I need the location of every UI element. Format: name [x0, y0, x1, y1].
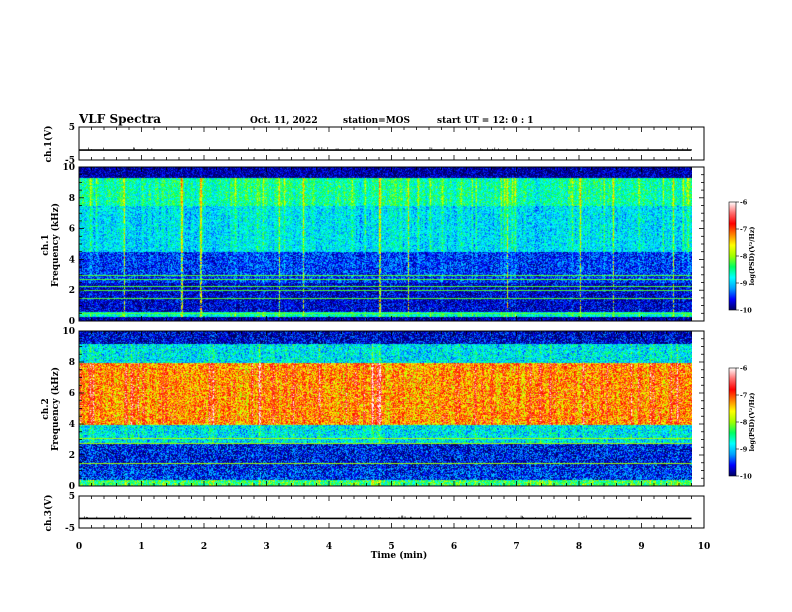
x-tick-label: 8	[576, 542, 582, 552]
colorbar-tick-label: -10	[740, 473, 752, 481]
ch1-spectrogram-panel: 0 2 4 6 8 10	[62, 163, 705, 327]
colorbar-tick-label: -7	[740, 392, 747, 400]
colorbar-tick-label: -8	[740, 253, 748, 261]
station-label: station=MOS	[343, 116, 410, 126]
ch2-spectrogram-ylabel-line1: ch.2	[41, 398, 51, 419]
x-tick-label: 3	[263, 542, 269, 552]
ch2-spectrogram-ylabel-line2: Frequency (kHz)	[50, 367, 61, 451]
ch1-spectrogram-ylabel-line2: Frequency (kHz)	[50, 203, 61, 287]
x-tick-label: 4	[326, 542, 332, 552]
spectrogram-image	[79, 331, 692, 486]
y-tick-label: -5	[65, 524, 75, 534]
colorbar-label: log(PSD)(V²/Hz)	[748, 227, 756, 286]
x-tick-label: 9	[638, 542, 644, 552]
y-tick-label: 2	[69, 451, 75, 461]
colorbar-gradient	[728, 201, 737, 311]
y-tick-label: 8	[69, 194, 75, 204]
x-tick-label: 2	[201, 542, 207, 552]
y-tick-label: 8	[69, 358, 75, 368]
x-tick-label: 5	[388, 542, 394, 552]
colorbar-tick-label: -8	[740, 419, 748, 427]
ch3-waveform-panel: 5 -5	[65, 492, 705, 534]
colorbar-tick-label: -7	[740, 226, 747, 234]
colorbar-gradient	[728, 367, 737, 477]
ch1-waveform-panel: 5 -5	[65, 123, 705, 166]
colorbar-tick-label: -6	[740, 365, 748, 373]
y-tick-label: 6	[69, 225, 75, 235]
ch1-colorbar: -6 -7 -8 -9 -10 log(PSD)(V²/Hz)	[728, 199, 756, 315]
y-tick-label: 5	[69, 492, 75, 502]
ch3-waveform-ylabel: ch.3(V)	[43, 495, 54, 532]
colorbar-tick-label: -6	[740, 199, 748, 207]
x-tick-label: 10	[698, 542, 711, 552]
y-tick-label: 4	[69, 255, 75, 265]
colorbar-tick-label: -9	[740, 280, 748, 288]
ch1-spectrogram-ylabel-line1: ch.1	[41, 234, 51, 255]
y-tick-label: 2	[69, 286, 75, 296]
ch1-waveform-ylabel: ch.1(V)	[43, 126, 54, 163]
time-axis: 0 1 2 3 4 5 6 7 8 9 10	[76, 542, 710, 552]
y-tick-label: 4	[69, 420, 75, 430]
date-label: Oct. 11, 2022	[250, 116, 318, 126]
y-tick-label: 10	[62, 163, 75, 173]
figure-title: VLF Spectra	[78, 112, 161, 126]
x-tick-label: 6	[451, 542, 457, 552]
x-tick-label: 1	[138, 542, 144, 552]
y-tick-label: 0	[69, 482, 75, 492]
x-tick-label: 7	[513, 542, 519, 552]
y-tick-label: 5	[69, 123, 75, 133]
y-tick-label: 6	[69, 389, 75, 399]
colorbar-tick-label: -10	[740, 307, 752, 315]
x-tick-label: 0	[76, 542, 82, 552]
colorbar-tick-label: -9	[740, 446, 748, 454]
ch2-spectrogram-panel: 0 2 4 6 8 10	[62, 327, 705, 492]
y-tick-label: 10	[62, 327, 75, 337]
ch2-colorbar: -6 -7 -8 -9 -10 log(PSD)(V²/Hz)	[728, 365, 756, 481]
y-tick-label: 0	[69, 317, 75, 327]
start-ut-label: start UT = 12: 0 : 1	[437, 116, 534, 126]
x-axis-label: Time (min)	[371, 550, 428, 561]
colorbar-label: log(PSD)(V²/Hz)	[748, 393, 756, 452]
spectrogram-image	[79, 167, 692, 321]
y-tick-label: -5	[65, 156, 75, 166]
